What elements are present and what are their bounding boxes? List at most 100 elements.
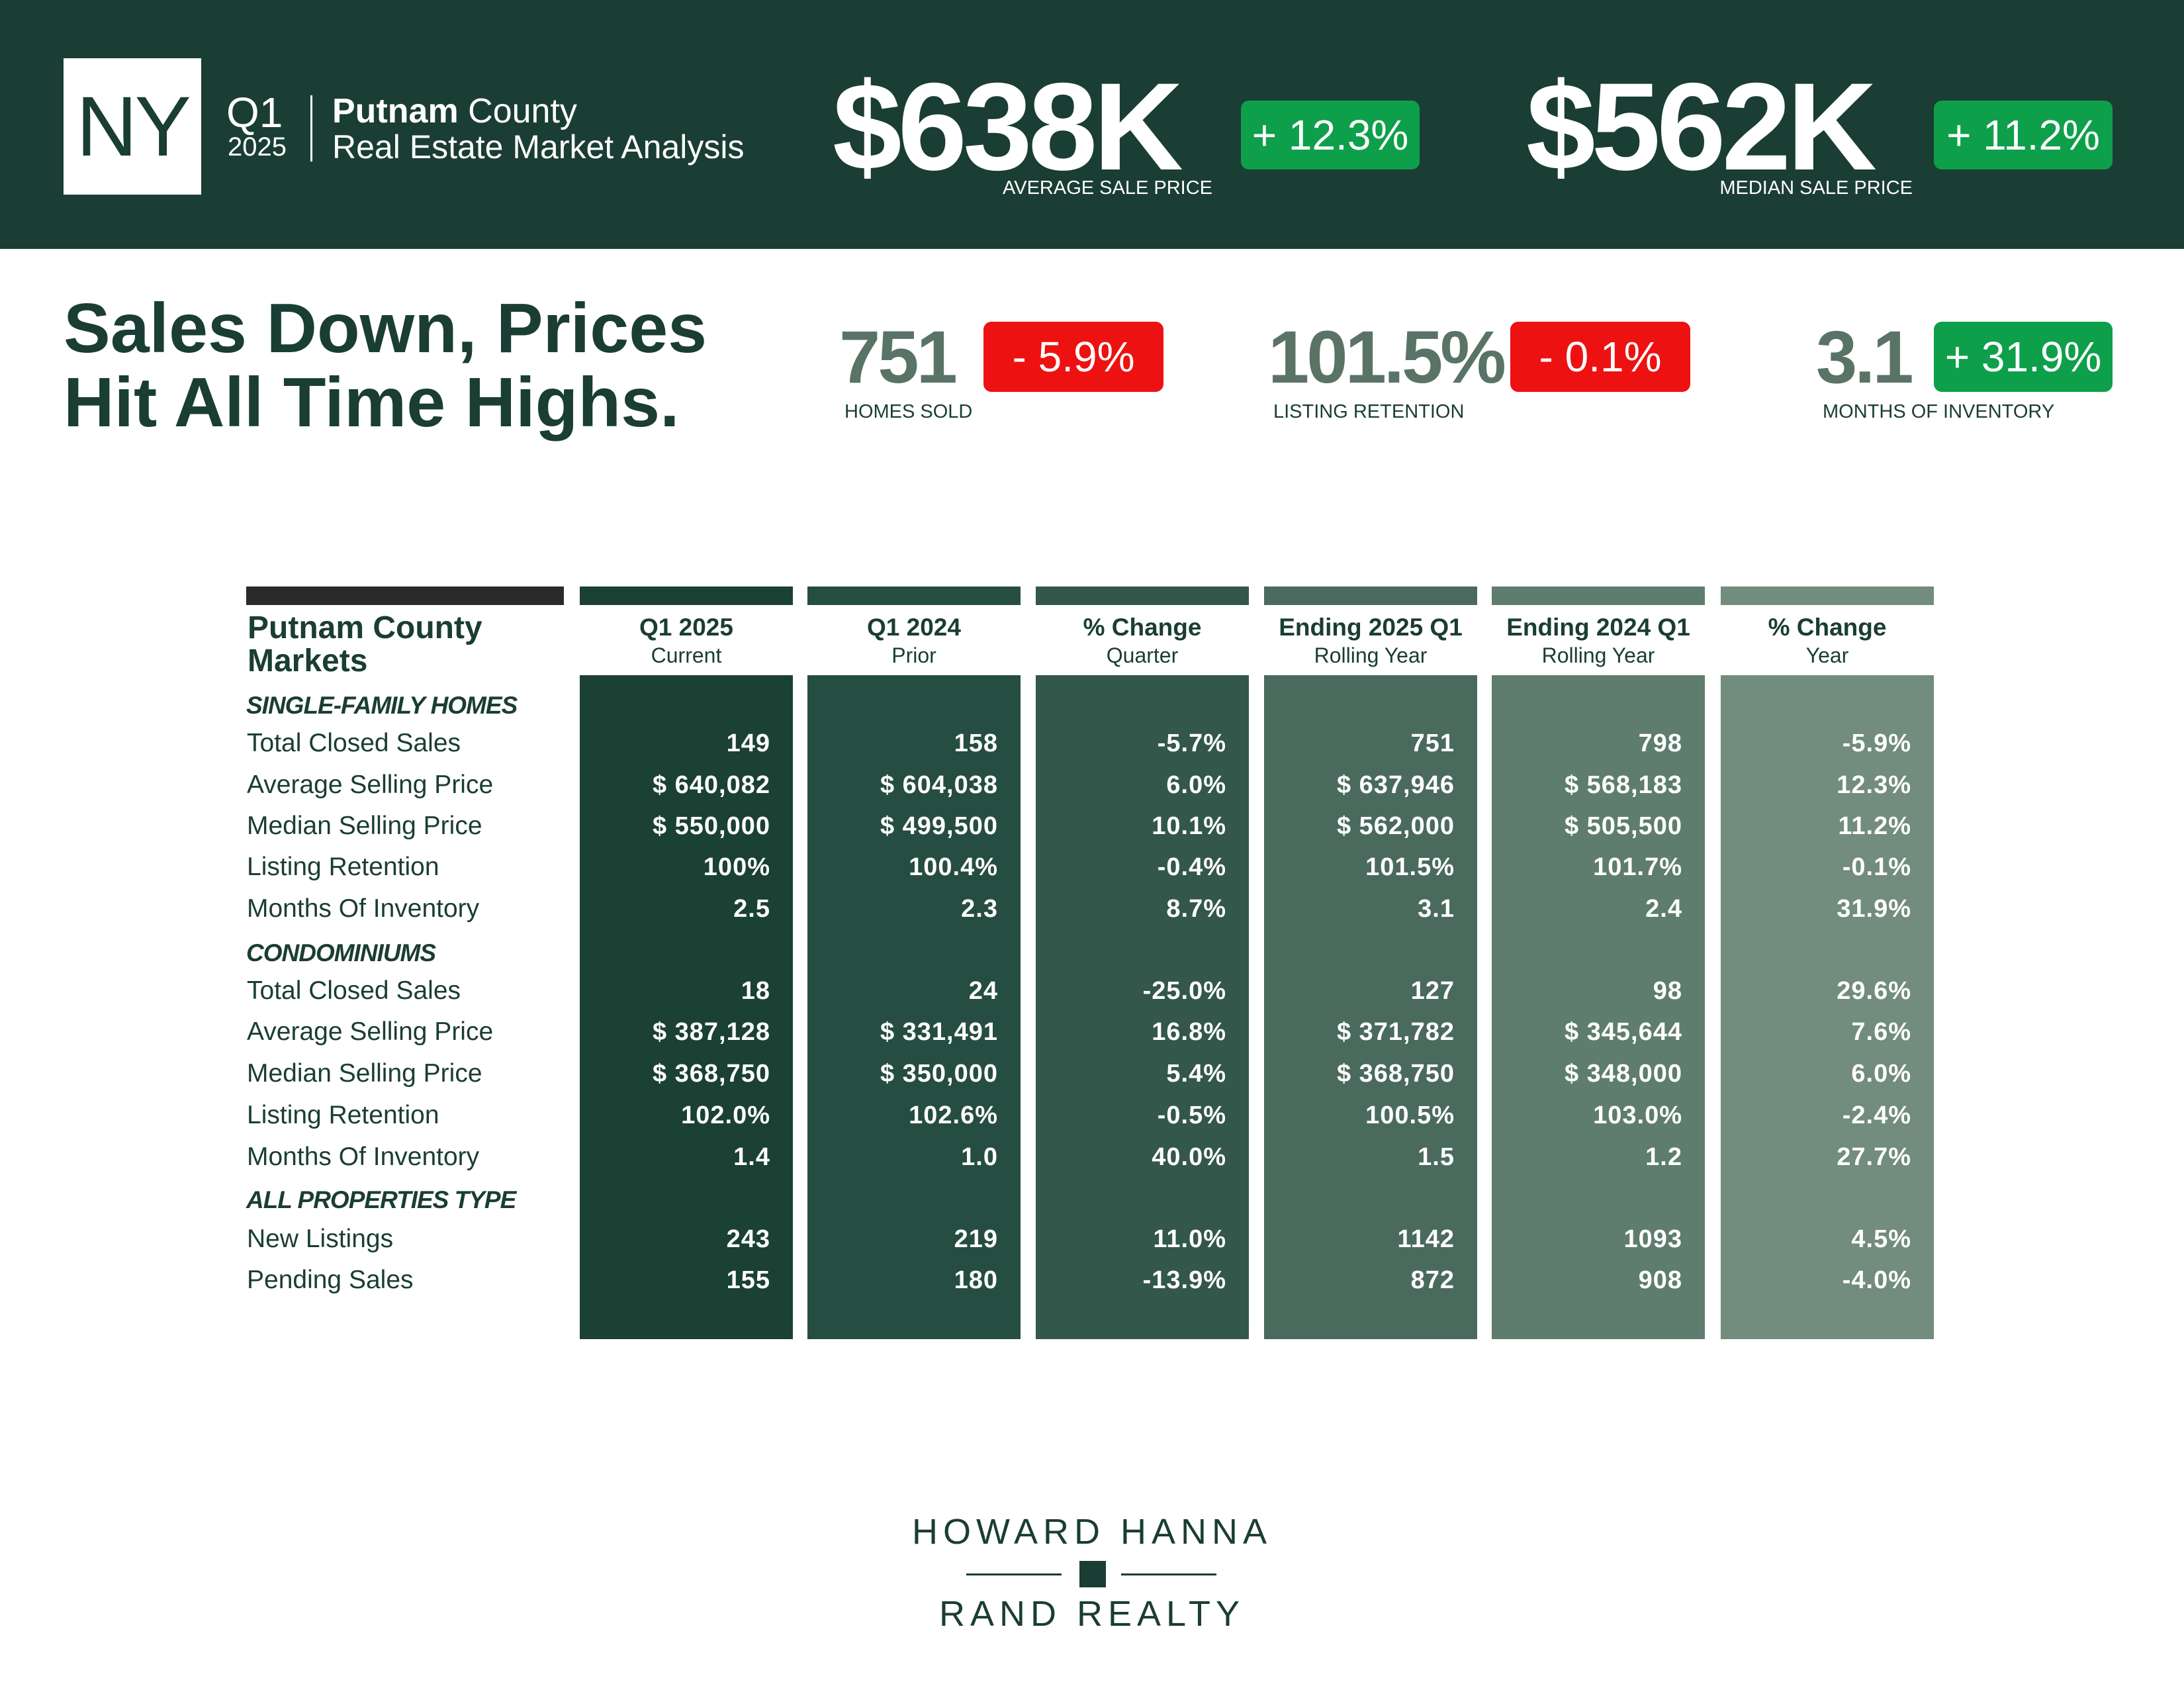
table-cell: $ 604,038 bbox=[880, 771, 998, 799]
state-logo-box: NY bbox=[64, 58, 201, 195]
table-cell: 31.9% bbox=[1837, 895, 1911, 923]
column-header-subtitle: Quarter bbox=[1106, 643, 1179, 667]
table-cell: 11.2% bbox=[1838, 812, 1911, 840]
listing-retention-change-badge: - 0.1% bbox=[1510, 322, 1690, 392]
table-cell: 101.7% bbox=[1593, 853, 1682, 881]
quarter-label: Q1 bbox=[226, 89, 283, 136]
table-cell: $ 568,183 bbox=[1564, 771, 1682, 799]
table-cell: 1.2 bbox=[1645, 1143, 1682, 1171]
column-top-bar bbox=[1264, 586, 1477, 605]
table-cell: $ 637,946 bbox=[1336, 771, 1455, 799]
table-cell: 3.1 bbox=[1418, 895, 1455, 923]
table-cell: 100% bbox=[703, 853, 770, 881]
county-word: County bbox=[468, 92, 577, 130]
headline: Sales Down, Prices Hit All Time Highs. bbox=[64, 291, 792, 440]
table-cell: -0.5% bbox=[1157, 1102, 1226, 1129]
county-name: Putnam County bbox=[332, 93, 577, 130]
column-header-title: Q1 2025 bbox=[639, 614, 733, 641]
column-header-title: Ending 2024 Q1 bbox=[1506, 614, 1690, 641]
table-cell: $ 371,782 bbox=[1336, 1018, 1455, 1046]
table-cell: 18 bbox=[741, 977, 770, 1005]
row-label: Median Selling Price bbox=[247, 812, 482, 840]
column-top-bar bbox=[1036, 586, 1249, 605]
column-header: % Change Quarter bbox=[1036, 613, 1249, 669]
table-cell: -5.7% bbox=[1157, 729, 1226, 757]
section-title: SINGLE-FAMILY HOMES bbox=[246, 692, 518, 719]
table-cell: 872 bbox=[1410, 1266, 1455, 1294]
table-cell: 6.0% bbox=[1166, 771, 1226, 799]
row-label: Average Selling Price bbox=[247, 771, 494, 799]
table-cell: -4.0% bbox=[1842, 1266, 1911, 1294]
table-cell: 102.6% bbox=[909, 1102, 998, 1129]
table-cell: 4.5% bbox=[1851, 1225, 1911, 1253]
row-label: Total Closed Sales bbox=[247, 729, 461, 757]
table-cell: 29.6% bbox=[1837, 977, 1911, 1005]
column-header-title: Q1 2024 bbox=[867, 614, 961, 641]
table-cell: 908 bbox=[1638, 1266, 1682, 1294]
table-cell: 12.3% bbox=[1837, 771, 1911, 799]
table-cell: 27.7% bbox=[1837, 1143, 1911, 1171]
months-inventory-label: MONTHS OF INVENTORY bbox=[1823, 401, 2055, 422]
column-body bbox=[1721, 675, 1934, 1339]
table-cell: 102.0% bbox=[681, 1102, 770, 1129]
table-cell: $ 348,000 bbox=[1564, 1060, 1682, 1088]
median-sale-price-label: MEDIAN SALE PRICE bbox=[1719, 177, 1913, 199]
table-cell: 5.4% bbox=[1166, 1060, 1226, 1088]
column-header: Ending 2024 Q1 Rolling Year bbox=[1492, 613, 1705, 669]
table-cell: $ 505,500 bbox=[1564, 812, 1682, 840]
table-cell: 1.0 bbox=[961, 1143, 998, 1171]
table-cell: 24 bbox=[968, 977, 998, 1005]
column-body bbox=[807, 675, 1021, 1339]
table-cell: -0.4% bbox=[1157, 853, 1226, 881]
table-cell: 10.1% bbox=[1152, 812, 1226, 840]
row-label: Median Selling Price bbox=[247, 1059, 482, 1088]
months-inventory-value: 3.1 bbox=[1816, 316, 1914, 399]
table-cell: 2.5 bbox=[733, 895, 770, 923]
table-cell: 2.4 bbox=[1645, 895, 1682, 923]
column-header-subtitle: Rolling Year bbox=[1541, 643, 1655, 667]
column-body bbox=[580, 675, 793, 1339]
row-label: Pending Sales bbox=[247, 1266, 414, 1294]
column-header-title: % Change bbox=[1768, 614, 1887, 641]
section-title: CONDOMINIUMS bbox=[246, 939, 436, 966]
table-cell: 243 bbox=[726, 1225, 770, 1253]
table-cell: 8.7% bbox=[1166, 895, 1226, 923]
column-header-subtitle: Year bbox=[1805, 643, 1849, 667]
state-abbrev: NY bbox=[76, 79, 191, 174]
table-cell: $ 350,000 bbox=[880, 1060, 998, 1088]
row-label: Listing Retention bbox=[247, 1101, 439, 1129]
table-cell: 155 bbox=[726, 1266, 770, 1294]
row-label: New Listings bbox=[247, 1225, 394, 1253]
row-label: Listing Retention bbox=[247, 853, 439, 881]
table-cell: 2.3 bbox=[961, 895, 998, 923]
markets-title-line-1: Putnam County bbox=[248, 610, 482, 645]
column-header-subtitle: Current bbox=[651, 643, 722, 667]
table-cell: 6.0% bbox=[1851, 1060, 1911, 1088]
column-header-title: Ending 2025 Q1 bbox=[1279, 614, 1463, 641]
table-cell: 1142 bbox=[1397, 1225, 1455, 1253]
homes-sold-value: 751 bbox=[839, 316, 958, 399]
listing-retention-label: LISTING RETENTION bbox=[1273, 401, 1465, 422]
homes-sold-label: HOMES SOLD bbox=[844, 401, 973, 422]
table-cell: 100.5% bbox=[1365, 1102, 1455, 1129]
table-cell: -5.9% bbox=[1842, 729, 1911, 757]
column-header-subtitle: Prior bbox=[891, 643, 936, 667]
markets-title-line-2: Markets bbox=[248, 643, 368, 679]
column-header: % Change Year bbox=[1721, 613, 1934, 669]
months-inventory-change-badge: + 31.9% bbox=[1934, 322, 2113, 392]
table-cell: $ 331,491 bbox=[880, 1018, 998, 1046]
table-cell: 16.8% bbox=[1152, 1018, 1226, 1046]
median-sale-price-value: $562K bbox=[1526, 57, 1877, 196]
table-cell: 751 bbox=[1410, 729, 1455, 757]
table-cell: 127 bbox=[1410, 977, 1455, 1005]
table-cell: 1.4 bbox=[733, 1143, 770, 1171]
column-header-subtitle: Rolling Year bbox=[1314, 643, 1428, 667]
table-cell: 149 bbox=[726, 729, 770, 757]
markets-title: Putnam County Markets bbox=[248, 612, 482, 678]
column-header: Q1 2024 Prior bbox=[807, 613, 1021, 669]
logo-line-left bbox=[966, 1573, 1062, 1575]
logo-text-top: HOWARD HANNA bbox=[911, 1512, 1272, 1552]
column-body bbox=[1036, 675, 1249, 1339]
logo-line-right bbox=[1121, 1573, 1216, 1575]
table-cell: 101.5% bbox=[1365, 853, 1455, 881]
